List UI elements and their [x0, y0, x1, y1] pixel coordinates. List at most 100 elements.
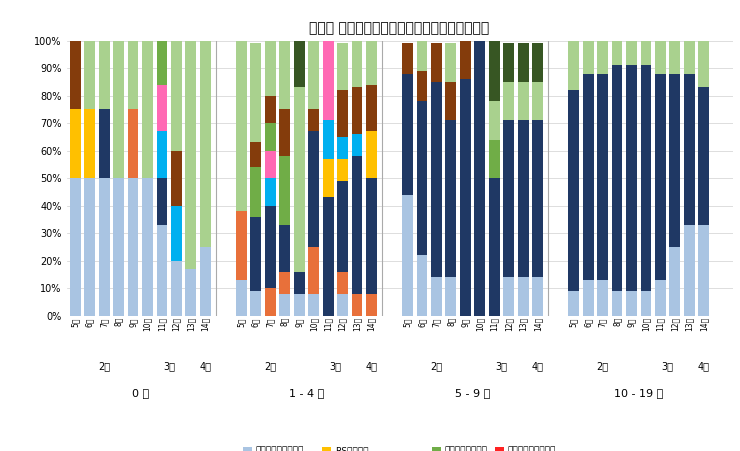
- Bar: [352, 41, 363, 87]
- Bar: [171, 41, 182, 151]
- Bar: [503, 120, 514, 277]
- Bar: [127, 178, 138, 316]
- Bar: [186, 41, 196, 269]
- Bar: [352, 87, 363, 134]
- Bar: [670, 38, 680, 74]
- Bar: [294, 294, 305, 316]
- Bar: [98, 41, 110, 110]
- Bar: [265, 96, 276, 123]
- Bar: [157, 131, 167, 178]
- Bar: [417, 255, 428, 316]
- Bar: [337, 272, 348, 294]
- Bar: [309, 247, 319, 294]
- Text: 4月: 4月: [698, 362, 710, 372]
- Bar: [84, 178, 95, 316]
- Bar: [611, 65, 622, 291]
- Bar: [265, 178, 276, 206]
- Bar: [98, 178, 110, 316]
- Bar: [337, 181, 348, 272]
- Bar: [337, 294, 348, 316]
- Bar: [323, 159, 334, 198]
- Text: 2月: 2月: [596, 362, 608, 372]
- Bar: [611, 41, 622, 65]
- Bar: [445, 277, 457, 316]
- Bar: [84, 41, 95, 110]
- Text: 3月: 3月: [662, 362, 673, 372]
- Bar: [684, 225, 695, 316]
- Bar: [597, 74, 608, 280]
- Bar: [597, 38, 608, 74]
- Bar: [352, 294, 363, 316]
- Bar: [309, 131, 319, 247]
- Bar: [157, 225, 167, 316]
- Bar: [294, 41, 305, 87]
- Bar: [518, 82, 528, 120]
- Bar: [431, 43, 442, 82]
- Bar: [655, 280, 666, 316]
- Text: 1 - 4 歳: 1 - 4 歳: [289, 388, 324, 398]
- Bar: [626, 291, 637, 316]
- Bar: [98, 109, 110, 178]
- Bar: [309, 41, 319, 110]
- Bar: [655, 38, 666, 74]
- Bar: [445, 82, 457, 120]
- Bar: [489, 140, 500, 178]
- Bar: [582, 74, 593, 280]
- Bar: [489, 178, 500, 316]
- Bar: [417, 71, 428, 101]
- Bar: [597, 280, 608, 316]
- Text: 4月: 4月: [366, 362, 377, 372]
- Bar: [445, 120, 457, 277]
- Bar: [200, 41, 211, 247]
- Bar: [70, 178, 81, 316]
- Bar: [157, 38, 167, 85]
- Bar: [236, 38, 247, 211]
- Bar: [670, 74, 680, 247]
- Bar: [84, 109, 95, 178]
- Bar: [157, 85, 167, 131]
- Bar: [532, 120, 543, 277]
- Bar: [113, 178, 124, 316]
- Bar: [142, 178, 153, 316]
- Bar: [250, 43, 261, 143]
- Bar: [641, 41, 651, 65]
- Bar: [366, 38, 377, 85]
- Bar: [402, 195, 413, 316]
- Text: 2月: 2月: [431, 362, 443, 372]
- Text: 4月: 4月: [531, 362, 544, 372]
- Bar: [699, 225, 709, 316]
- Text: 3月: 3月: [329, 362, 341, 372]
- Bar: [294, 272, 305, 294]
- Bar: [171, 206, 182, 261]
- Bar: [142, 41, 153, 178]
- Bar: [366, 131, 377, 178]
- Text: 5 - 9 歳: 5 - 9 歳: [455, 388, 490, 398]
- Bar: [489, 41, 500, 101]
- Bar: [568, 41, 579, 90]
- Text: 4月: 4月: [199, 362, 212, 372]
- Bar: [655, 74, 666, 280]
- Bar: [431, 277, 442, 316]
- Bar: [402, 43, 413, 74]
- Text: 0 歳: 0 歳: [132, 388, 149, 398]
- Bar: [200, 247, 211, 316]
- Bar: [127, 109, 138, 178]
- Legend: 新型コロナウイルス, インフルエンザウイルス, ライノウイルス, RSウイルス, ヒトメタニューモウイルス, パラインフルエンザウイルス1-4型, ヒトボカウイ: 新型コロナウイルス, インフルエンザウイルス, ライノウイルス, RSウイルス,…: [243, 447, 556, 451]
- Bar: [265, 41, 276, 96]
- Bar: [309, 110, 319, 131]
- Bar: [250, 291, 261, 316]
- Bar: [186, 269, 196, 316]
- Bar: [489, 101, 500, 140]
- Bar: [323, 120, 334, 159]
- Bar: [323, 198, 334, 316]
- Bar: [279, 225, 290, 272]
- Bar: [684, 74, 695, 225]
- Bar: [460, 79, 471, 316]
- Bar: [265, 206, 276, 288]
- Bar: [366, 178, 377, 294]
- Bar: [294, 87, 305, 272]
- Bar: [699, 87, 709, 225]
- Bar: [352, 134, 363, 156]
- Bar: [641, 65, 651, 291]
- Bar: [279, 41, 290, 110]
